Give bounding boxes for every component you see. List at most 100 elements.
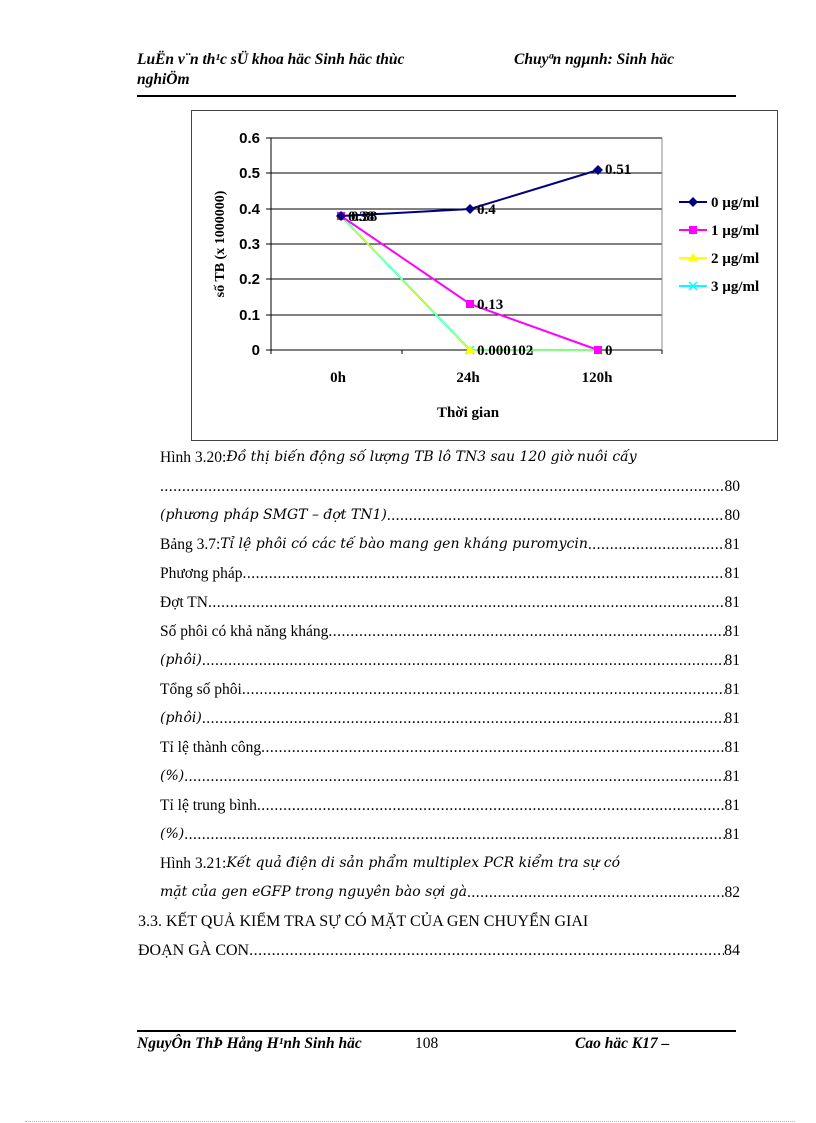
toc-text: (phôi) [160, 710, 202, 726]
x-marker-icon [336, 211, 603, 355]
footer-author: NguyÔn ThÞ Hång H¹nh Sinh häc [137, 1035, 362, 1052]
toc-prefix: Hình 3.20: [160, 449, 227, 466]
toc-leader [202, 704, 725, 733]
toc-entry[interactable]: (phôi) 81 [160, 704, 740, 733]
x-tick: 24h [456, 370, 480, 386]
data-label: 0.51 [605, 162, 631, 178]
line-chart: 0.6 0.5 0.4 0.3 0.2 0.1 0 số TB (x 10000… [191, 110, 778, 441]
toc-page: 81 [724, 623, 741, 640]
y-axis-label: số TB (x 1000000) [213, 190, 228, 297]
diamond-marker-icon [688, 197, 698, 207]
x-tick-labels: 0h 24h 120h [330, 370, 613, 386]
toc-leader [257, 791, 725, 820]
toc-leader [184, 762, 724, 791]
toc-page: 81 [724, 652, 741, 669]
toc-entry[interactable]: (phương pháp SMGT – đợt TN1) 80 [160, 501, 740, 530]
toc-entry[interactable]: Hình 3.20: Đồ thị biến động số lượng TB … [160, 443, 740, 472]
toc-text: Số phôi có khả năng kháng [160, 623, 329, 640]
toc-leader [261, 733, 724, 762]
y-tick: 0.3 [239, 236, 260, 253]
triangle-marker-icon [688, 253, 698, 261]
toc-page: 81 [724, 565, 741, 582]
data-labels: 0.38 0.38 0.4 0.51 0.13 0.000102 0 [348, 162, 631, 359]
toc-page: 80 [724, 507, 741, 524]
data-label: 0.4 [477, 202, 496, 218]
y-tick-labels: 0.6 0.5 0.4 0.3 0.2 0.1 0 [239, 130, 261, 359]
x-tick: 0h [330, 370, 347, 386]
header-thesis-title: LuËn v¨n th¹c sÜ khoa häc Sinh häc thùc … [137, 51, 405, 88]
toc-entry[interactable]: (%) 81 [160, 820, 740, 849]
toc-leader [208, 588, 725, 617]
toc-entry[interactable]: (phôi) 81 [160, 646, 740, 675]
toc-entry[interactable]: mặt của gen eGFP trong nguyên bào sợi gà… [160, 878, 740, 907]
series-0-ugml [336, 165, 603, 221]
footer-cohort: Cao häc K17 – [575, 1035, 670, 1052]
toc-section-title: ĐOẠN GÀ CON [138, 942, 250, 959]
diamond-marker-icon [336, 211, 346, 221]
data-label: 0.38 [348, 209, 374, 225]
header-rule [137, 95, 736, 97]
toc-page: 81 [724, 536, 741, 553]
y-tick: 0.1 [239, 307, 260, 324]
series-3-ugml [336, 211, 603, 355]
toc-page: 81 [724, 768, 741, 785]
toc-text: Tỉ lệ trung bình [160, 797, 257, 814]
toc-leader [184, 820, 724, 849]
toc-entry[interactable]: 80 [160, 472, 741, 501]
x-axis-label: Thời gian [437, 405, 500, 421]
footer-rule [137, 1030, 736, 1032]
toc-leader [160, 472, 725, 501]
data-label: 0.13 [477, 297, 503, 313]
toc-leader [242, 559, 724, 588]
data-label: 0.000102 [477, 343, 533, 359]
toc-text: (phôi) [160, 652, 202, 668]
data-label-overlap: 0.38 [351, 209, 377, 225]
series-2-ugml [336, 211, 603, 353]
toc-entry[interactable]: Tỉ lệ trung bình 81 [160, 791, 740, 820]
toc-page: 81 [724, 739, 741, 756]
toc-leader [202, 646, 725, 675]
page-edge-divider [25, 1121, 795, 1122]
toc-text: Tổng số phôi [160, 681, 242, 698]
toc-text: Tỉ lệ phôi có các tế bào mang gen kháng … [220, 536, 588, 552]
toc-page: 80 [724, 478, 741, 495]
toc-leader [467, 878, 725, 907]
toc-text: (phương pháp SMGT – đợt TN1) [160, 507, 387, 523]
square-marker-icon [689, 226, 697, 234]
toc-entry[interactable]: (%) 81 [160, 762, 740, 791]
legend-item: 1 µg/ml [711, 223, 759, 239]
toc-page: 81 [724, 594, 741, 611]
toc-entry[interactable]: Bảng 3.7: Tỉ lệ phôi có các tế bào mang … [160, 530, 740, 559]
toc-entry[interactable]: Đợt TN 81 [160, 588, 740, 617]
toc-leader [249, 936, 724, 965]
toc-text: Đồ thị biến động số lượng TB lô TN3 sau … [226, 449, 637, 465]
toc-entry[interactable]: Tỉ lệ thành công 81 [160, 733, 740, 762]
toc-page: 81 [724, 797, 741, 814]
y-tick: 0.2 [239, 271, 260, 288]
toc-entry[interactable]: Số phôi có khả năng kháng 81 [160, 617, 740, 646]
toc-text: Phương pháp [160, 565, 243, 582]
toc-leader [242, 675, 725, 704]
toc-text: Đợt TN [160, 594, 208, 611]
toc-page: 81 [724, 681, 741, 698]
legend-item: 2 µg/ml [711, 251, 759, 267]
toc-entry[interactable]: Tổng số phôi 81 [160, 675, 740, 704]
toc-section-entry[interactable]: 3.3. KẾT QUẢ KIỂM TRA SỰ CÓ MẶT CỦA GEN … [138, 907, 740, 936]
toc-entry[interactable]: Hình 3.21: Kết quả điện di sản phẩm mult… [160, 849, 740, 878]
series-1-ugml [337, 212, 602, 354]
toc-entry[interactable]: Phương pháp 81 [160, 559, 740, 588]
toc-page: 81 [724, 710, 741, 727]
x-marker-icon [688, 281, 698, 291]
toc-section-entry[interactable]: ĐOẠN GÀ CON 84 [138, 936, 740, 965]
toc-page: 82 [724, 884, 741, 901]
toc-leader [588, 530, 725, 559]
toc-page: 81 [724, 826, 741, 843]
legend: 0 µg/ml 1 µg/ml 2 µg/ml 3 µg/ml [679, 195, 759, 295]
page-number: 108 [415, 1035, 439, 1052]
table-of-contents: Hình 3.20: Đồ thị biến động số lượng TB … [138, 443, 741, 965]
header-major: Chuyªn ngµnh: Sinh häc [514, 51, 674, 68]
toc-section-title: 3.3. KẾT QUẢ KIỂM TRA SỰ CÓ MẶT CỦA GEN … [138, 913, 589, 930]
y-tick: 0.5 [239, 165, 260, 182]
toc-text: (%) [160, 768, 185, 784]
toc-text: Kết quả điện di sản phẩm multiplex PCR k… [226, 855, 621, 871]
